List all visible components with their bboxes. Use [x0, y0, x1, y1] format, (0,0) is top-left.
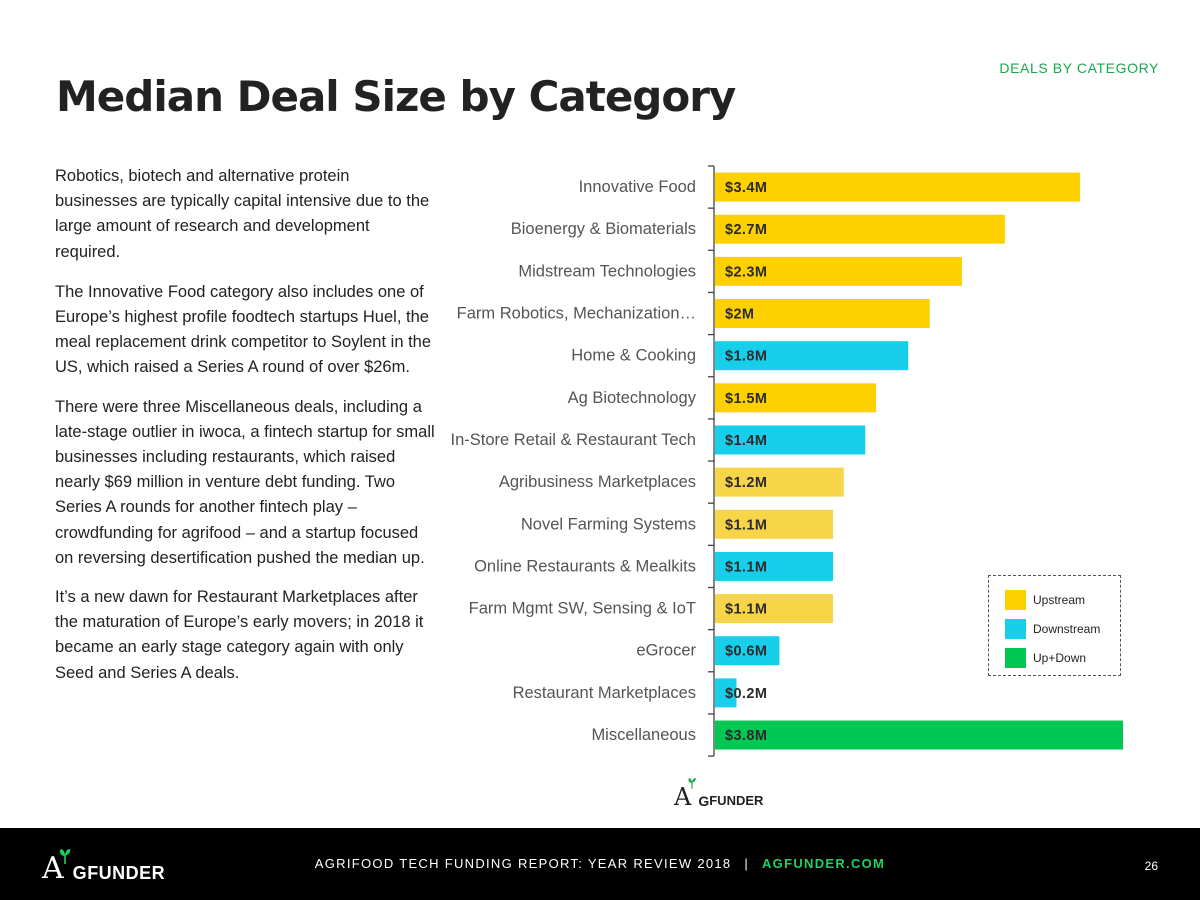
bar: [715, 214, 1005, 244]
legend-item-downstream: Downstream: [1005, 619, 1100, 639]
logo-g: G: [698, 793, 710, 809]
category-label: eGrocer: [636, 642, 696, 660]
legend-item-upstream: Upstream: [1005, 590, 1085, 610]
category-label: Innovative Food: [579, 178, 696, 196]
data-label: $2M: [725, 307, 754, 323]
bar: [715, 551, 834, 581]
category-label: Miscellaneous: [591, 726, 696, 744]
legend-swatch-downstream: [1005, 619, 1026, 639]
legend-item-up-down: Up+Down: [1005, 648, 1086, 668]
category-label: Novel Farming Systems: [521, 515, 696, 533]
category-label: Restaurant Marketplaces: [513, 684, 696, 702]
data-label: $3.4M: [725, 180, 767, 196]
legend-swatch-up-down: [1005, 648, 1026, 668]
category-label: Home & Cooking: [571, 347, 696, 365]
data-label: $1.8M: [725, 349, 767, 365]
logo-initial: A: [674, 783, 692, 811]
footer-site-link[interactable]: AGFUNDER.COM: [761, 856, 886, 871]
category-label: Farm Mgmt SW, Sensing & IoT: [469, 600, 696, 618]
bar: [715, 678, 737, 708]
body-paragraph: There were three Miscellaneous deals, in…: [55, 397, 435, 567]
bar: [715, 341, 909, 371]
page-number: 26: [1144, 859, 1158, 873]
bar: [715, 425, 866, 455]
legend-label: Upstream: [1033, 593, 1086, 607]
bar: [715, 172, 1081, 202]
data-label: $1.1M: [725, 602, 767, 618]
footer-report-title: AGRIFOOD TECH FUNDING REPORT: YEAR REVIE…: [314, 856, 732, 871]
data-label: $2.3M: [725, 264, 767, 280]
legend-label: Up+Down: [1033, 651, 1087, 665]
bar-chart: Innovative Food $3.4M Bioenergy & Biomater…: [451, 165, 1123, 757]
category-label: Online Restaurants & Mealkits: [474, 557, 696, 575]
data-label: $1.1M: [725, 517, 767, 533]
legend-label: Downstream: [1033, 622, 1101, 636]
chart-legend: Upstream Downstream Up+Down: [988, 575, 1121, 676]
logo-funder: FUNDER: [87, 863, 166, 883]
bar: [715, 256, 962, 286]
category-label: Ag Biotechnology: [568, 389, 697, 407]
leaf-icon: [59, 849, 70, 864]
bar: [715, 509, 834, 539]
legend-swatch-upstream: [1005, 590, 1026, 610]
category-label: In-Store Retail & Restaurant Tech: [451, 431, 697, 449]
data-label: $2.7M: [725, 222, 767, 238]
logo-initial: A: [42, 851, 64, 886]
footer-center: AGRIFOOD TECH FUNDING REPORT: YEAR REVIE…: [0, 856, 1200, 871]
data-label: $0.2M: [725, 686, 767, 702]
chart-logo: A G FUNDER: [674, 777, 763, 809]
category-label: Agribusiness Marketplaces: [499, 473, 696, 491]
body-paragraph: Robotics, biotech and alternative protei…: [55, 167, 430, 261]
bar: [715, 299, 930, 329]
leaf-icon: [688, 778, 697, 789]
data-label: $1.4M: [725, 433, 767, 449]
footer-separator: |: [744, 856, 750, 871]
logo-g: G: [72, 863, 88, 883]
body-paragraph: It’s a new dawn for Restaurant Marketpla…: [55, 588, 424, 682]
footer-logo[interactable]: A G FUNDER: [42, 848, 165, 884]
data-label: $0.6M: [725, 644, 767, 660]
bar: [715, 467, 844, 497]
page-title: Median Deal Size by Category: [56, 72, 736, 121]
bar: [715, 383, 877, 413]
data-label: $1.1M: [725, 559, 767, 575]
body-text: Robotics, biotech and alternative protei…: [55, 164, 435, 700]
data-label: $1.2M: [725, 475, 767, 491]
data-label: $3.8M: [725, 728, 767, 744]
category-label: Bioenergy & Biomaterials: [511, 220, 696, 238]
bar: [715, 720, 1123, 750]
section-tag: DEALS BY CATEGORY: [999, 60, 1159, 76]
bar: [715, 636, 780, 666]
data-label: $1.5M: [725, 391, 767, 407]
bar: [715, 594, 834, 624]
body-paragraph: The Innovative Food category also includ…: [55, 282, 432, 377]
logo-funder: FUNDER: [709, 793, 764, 808]
category-label: Midstream Technologies: [518, 262, 696, 280]
category-label: Farm Robotics, Mechanization…: [457, 305, 696, 323]
footer: A G FUNDER AGRIFOOD TECH FUNDING REPORT:…: [0, 828, 1200, 900]
